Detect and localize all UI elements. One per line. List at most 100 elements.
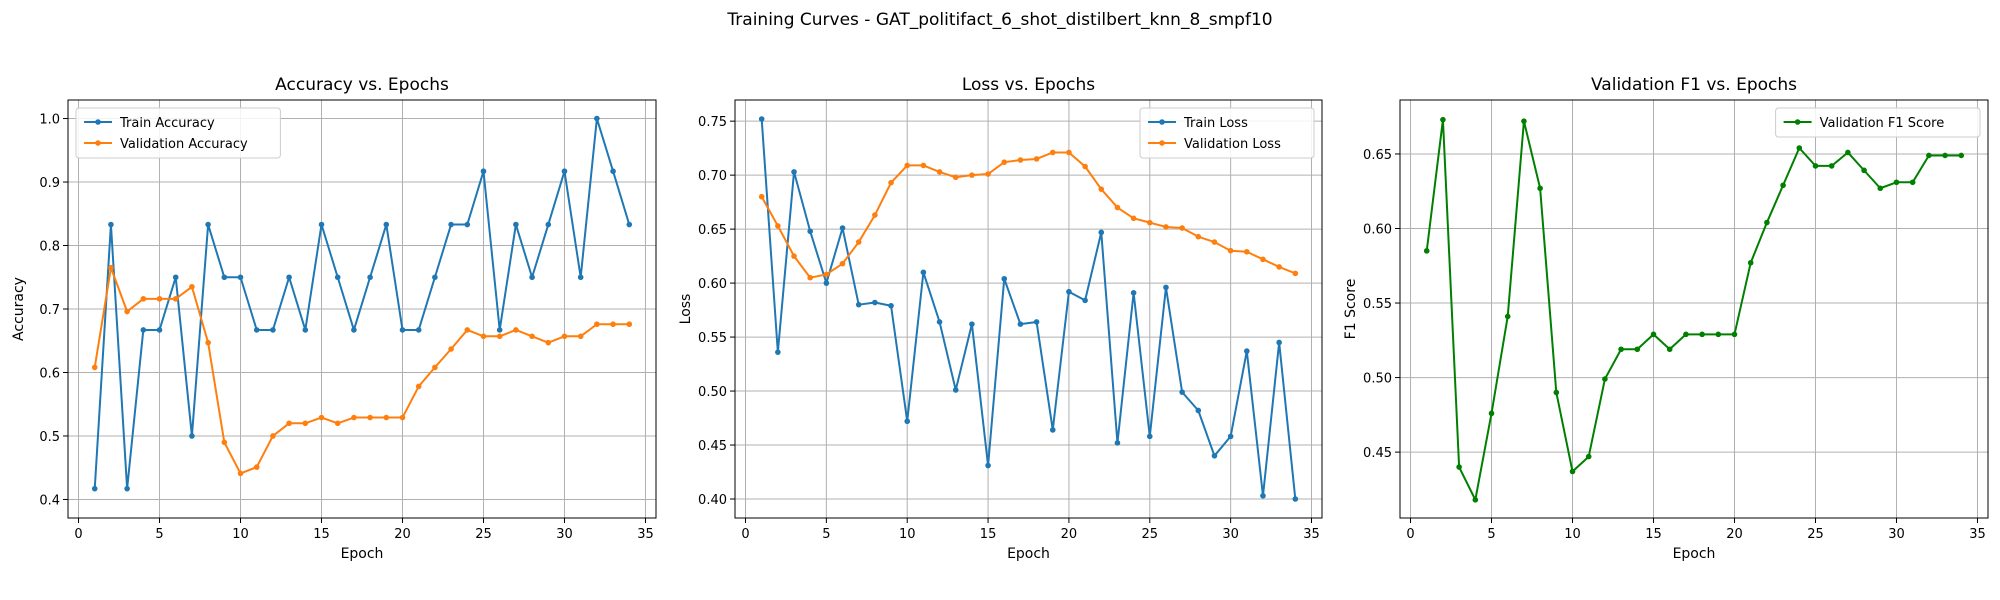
data-point bbox=[1861, 167, 1867, 174]
chart-panel-3: Validation F1 vs. Epochs 0 5 10 15 20 25 30 35 0.… bbox=[1343, 75, 1989, 562]
data-point bbox=[334, 420, 341, 427]
y-tick-label: 0.65 bbox=[1363, 148, 1392, 163]
series-line-1 bbox=[1425, 118, 1962, 501]
x-tick-label: 35 bbox=[1969, 527, 1986, 542]
data-point bbox=[1715, 331, 1722, 338]
data-point bbox=[156, 296, 163, 302]
data-point bbox=[108, 221, 114, 228]
x-tick-label: 10 bbox=[899, 527, 916, 542]
x-axis-label: Epoch bbox=[1673, 546, 1716, 562]
x-axis-label: Epoch bbox=[341, 546, 384, 562]
data-point bbox=[172, 274, 179, 281]
data-point bbox=[432, 274, 438, 281]
y-tick-label: 0.6 bbox=[39, 366, 60, 381]
data-point bbox=[936, 319, 943, 325]
legend-label: Validation F1 Score bbox=[1820, 116, 1945, 131]
data-point bbox=[936, 169, 943, 175]
data-point bbox=[1618, 346, 1624, 353]
data-point bbox=[1488, 410, 1495, 417]
data-point bbox=[1504, 313, 1511, 320]
plot-area-frame bbox=[734, 99, 1323, 519]
data-point bbox=[351, 327, 357, 333]
data-point bbox=[1082, 297, 1088, 304]
y-tick-label: 0.7 bbox=[39, 303, 60, 318]
data-point bbox=[952, 387, 959, 393]
data-point bbox=[1585, 453, 1592, 460]
legend: Train Loss Validation Loss bbox=[1139, 107, 1315, 159]
data-point bbox=[855, 239, 862, 245]
data-point bbox=[872, 299, 878, 306]
x-tick-label: 35 bbox=[1303, 527, 1320, 542]
data-point bbox=[1146, 219, 1153, 226]
x-tick-label: 10 bbox=[232, 527, 249, 542]
x-tick-label: 20 bbox=[1061, 527, 1078, 542]
data-point bbox=[367, 414, 373, 421]
data-point bbox=[561, 333, 568, 340]
data-point bbox=[91, 485, 98, 492]
data-point bbox=[1066, 288, 1072, 295]
data-point bbox=[1130, 215, 1137, 222]
data-point bbox=[318, 414, 325, 421]
data-point bbox=[1179, 389, 1185, 395]
data-point bbox=[1163, 284, 1169, 291]
data-point bbox=[1244, 348, 1250, 354]
data-point bbox=[1163, 224, 1169, 230]
data-point bbox=[1731, 331, 1738, 338]
data-point bbox=[1033, 319, 1040, 325]
data-point bbox=[985, 462, 991, 469]
data-point bbox=[1553, 389, 1560, 396]
data-point bbox=[1017, 321, 1024, 327]
legend-swatch-marker bbox=[1159, 140, 1165, 146]
data-point bbox=[545, 221, 552, 228]
data-point bbox=[952, 174, 959, 181]
series-line-2 bbox=[760, 151, 1296, 279]
y-tick-label: 0.75 bbox=[698, 115, 727, 130]
data-point bbox=[351, 414, 357, 421]
data-point bbox=[985, 171, 991, 177]
data-point bbox=[253, 327, 260, 333]
data-point bbox=[237, 470, 244, 477]
data-point bbox=[758, 193, 765, 200]
data-point bbox=[480, 333, 487, 340]
data-point bbox=[221, 439, 228, 446]
data-point bbox=[1521, 118, 1527, 124]
chart-title: Validation F1 vs. Epochs bbox=[1591, 75, 1797, 95]
y-tick-label: 0.45 bbox=[1363, 446, 1392, 461]
data-point bbox=[1049, 427, 1056, 433]
data-point bbox=[496, 333, 503, 340]
data-point bbox=[1747, 259, 1754, 266]
data-point bbox=[480, 168, 487, 175]
data-point bbox=[791, 169, 797, 175]
data-point bbox=[415, 327, 422, 333]
data-point bbox=[205, 339, 211, 346]
x-tick-label: 0 bbox=[1406, 527, 1414, 542]
data-point bbox=[610, 168, 616, 175]
data-point bbox=[545, 339, 552, 346]
data-point bbox=[432, 364, 438, 371]
y-tick-label: 0.50 bbox=[698, 385, 727, 400]
data-point bbox=[904, 162, 911, 169]
data-point bbox=[1001, 275, 1008, 282]
data-point bbox=[807, 228, 813, 235]
data-point bbox=[205, 221, 211, 228]
data-point bbox=[1098, 229, 1105, 236]
data-point bbox=[1049, 149, 1056, 156]
data-point bbox=[529, 274, 535, 281]
y-tick-label: 0.55 bbox=[1363, 297, 1392, 312]
y-tick-label: 0.5 bbox=[39, 430, 60, 445]
x-tick-label: 5 bbox=[822, 527, 830, 542]
data-point bbox=[823, 280, 830, 286]
data-point bbox=[1764, 219, 1770, 226]
data-point bbox=[448, 221, 454, 228]
data-point bbox=[367, 274, 373, 281]
x-tick-label: 30 bbox=[556, 527, 573, 542]
data-point bbox=[626, 221, 633, 228]
data-point bbox=[221, 274, 228, 281]
chart-panel-1: Accuracy vs. Epochs 0 5 10 15 20 25 30 35 0.4 0.5 0… bbox=[11, 75, 657, 562]
data-point bbox=[237, 274, 244, 281]
y-tick-label: 0.50 bbox=[1363, 372, 1392, 387]
x-tick-label: 25 bbox=[1142, 527, 1159, 542]
data-point bbox=[1195, 407, 1202, 414]
data-point bbox=[383, 414, 390, 421]
data-point bbox=[1260, 492, 1266, 499]
